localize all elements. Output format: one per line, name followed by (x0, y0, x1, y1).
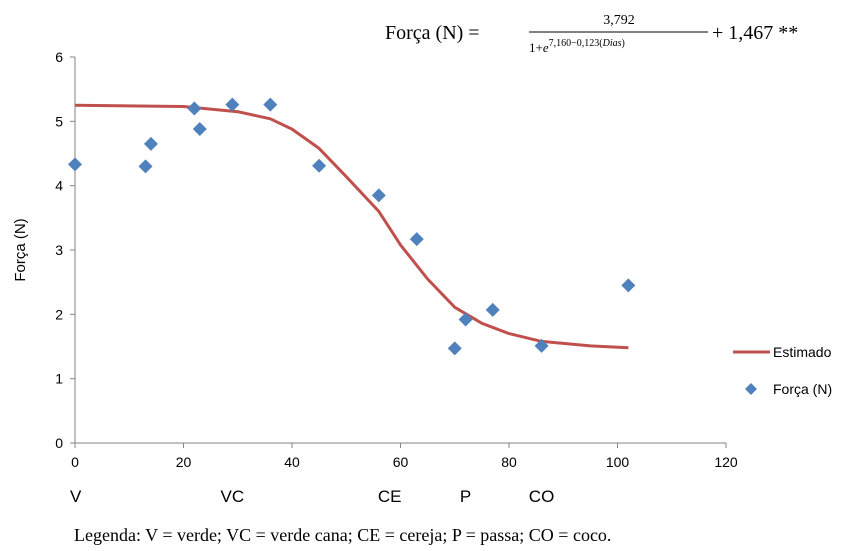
x-tick-label: 100 (606, 454, 630, 470)
x-ticks: 0 20 40 60 80 100 120 (71, 443, 738, 470)
y-axis-label: Força (N) (12, 218, 29, 281)
legend-label-estimado: Estimado (773, 344, 832, 360)
equation-denominator: 1+e7,160−0,123(Dias) (529, 38, 625, 55)
equation-lhs: Força (N) = (385, 22, 480, 44)
y-tick-label: 0 (55, 435, 63, 451)
equation-exponent-var: Dias (602, 38, 622, 49)
fit-line-group (74, 103, 629, 350)
y-tick-label: 6 (55, 49, 63, 65)
x-tick-label: 60 (393, 454, 409, 470)
data-point (371, 188, 386, 203)
caption: Legenda: V = verde; VC = verde cana; CE … (74, 525, 611, 545)
x-tick-label: 120 (714, 454, 738, 470)
stage-label: P (460, 487, 471, 506)
y-tick-label: 1 (55, 371, 63, 387)
equation-exponent: 7,160−0,123( (549, 38, 604, 49)
equation-den-base: e (543, 40, 549, 55)
data-point (534, 338, 549, 353)
y-ticks: 0 1 2 3 4 5 6 (55, 49, 75, 451)
data-point (447, 341, 462, 356)
y-tick-label: 4 (55, 178, 63, 194)
x-tick-label: 20 (176, 454, 192, 470)
y-tick-label: 2 (55, 306, 63, 322)
stage-label: CO (529, 487, 555, 506)
fit-line (74, 103, 629, 350)
data-point (312, 158, 327, 173)
y-tick-label: 5 (55, 113, 63, 129)
stage-label: VC (221, 487, 245, 506)
stage-label: CE (378, 487, 402, 506)
points-group (68, 97, 636, 356)
data-point (187, 101, 202, 116)
data-point (68, 157, 82, 172)
data-point (485, 302, 500, 317)
equation-den-prefix: 1+ (529, 40, 543, 55)
equation-numerator: 3,792 (603, 13, 635, 28)
y-tick-label: 3 (55, 242, 63, 258)
x-tick-label: 80 (501, 454, 517, 470)
data-point (263, 97, 278, 112)
data-point (143, 136, 158, 151)
legend-diamond-swatch (745, 383, 757, 395)
x-tick-label: 40 (284, 454, 300, 470)
stage-label: V (70, 487, 82, 506)
legend-label-forca: Força (N) (773, 381, 832, 397)
equation-exponent-close: ) (622, 38, 625, 49)
data-point (621, 278, 636, 293)
data-point (225, 97, 240, 112)
stage-labels: V VC CE P CO (70, 487, 554, 506)
equation: Força (N) = 3,792 1+e7,160−0,123(Dias) +… (385, 13, 798, 55)
legend: Estimado Força (N) (733, 344, 832, 397)
data-point (192, 122, 207, 137)
data-point (458, 312, 473, 327)
data-point (409, 232, 424, 247)
equation-rhs: + 1,467 ** (712, 22, 798, 44)
x-tick-label: 0 (71, 454, 79, 470)
data-point (138, 159, 153, 174)
